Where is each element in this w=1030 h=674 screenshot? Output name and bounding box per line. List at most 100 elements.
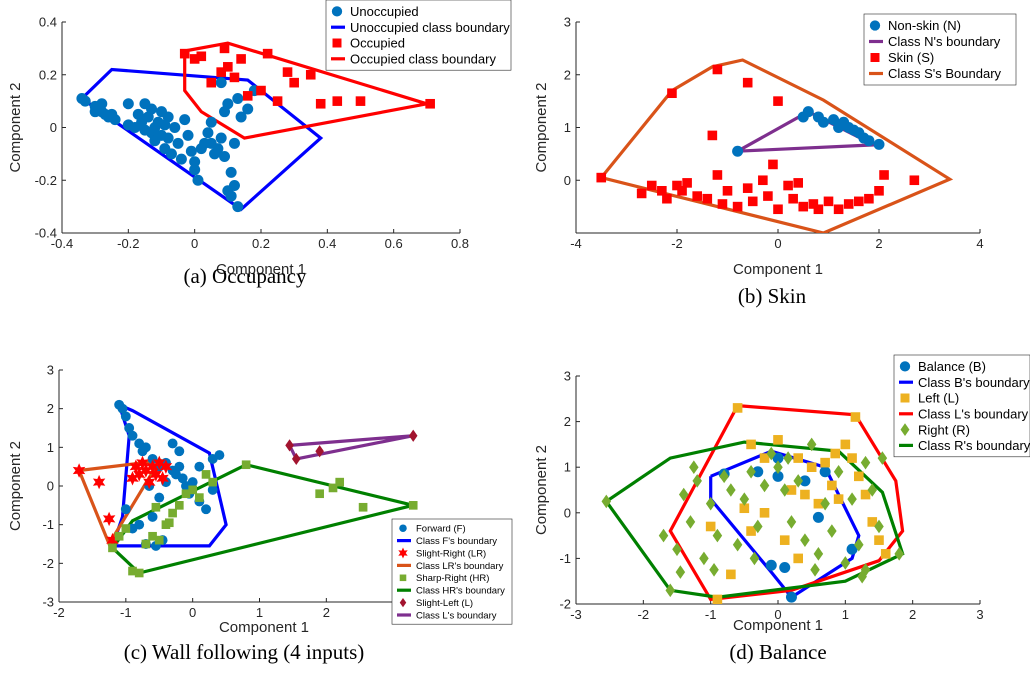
x-tick-label: 0	[774, 236, 781, 251]
data-point-skin-s	[833, 204, 844, 215]
data-point-left-l	[820, 457, 830, 468]
data-point-forward-f	[154, 492, 165, 503]
data-point-skin-s	[823, 196, 834, 207]
data-point-unoccupied	[122, 98, 134, 110]
data-point-slight-right-lr	[159, 459, 173, 474]
data-point-right-r	[857, 569, 867, 584]
data-point-right-r	[601, 494, 612, 509]
data-point-balance-b	[785, 591, 797, 603]
data-point-left-l	[854, 471, 864, 482]
data-point-left-l	[779, 535, 790, 545]
data-point-skin-s	[702, 193, 713, 204]
data-point-occupied	[332, 96, 343, 106]
data-point-unoccupied	[215, 77, 227, 89]
data-point-skin-s	[879, 170, 889, 180]
series-line-unoccupied-class-boundary	[80, 67, 324, 212]
data-point-skin-s	[747, 196, 758, 207]
data-point-unoccupied	[169, 122, 181, 133]
data-point-right-r	[820, 496, 830, 511]
y-tick-label: 1	[564, 460, 571, 475]
data-point-sharp-right-hr	[328, 483, 338, 493]
x-tick-label: 0	[191, 236, 198, 251]
data-point-right-r	[840, 556, 851, 570]
legend-label: Class R's boundary	[918, 438, 1030, 453]
data-point-unoccupied	[192, 174, 204, 186]
data-point-slight-right-lr	[92, 474, 106, 490]
x-tick-label: 0	[189, 605, 196, 620]
data-point-right-r	[877, 451, 888, 465]
legend-marker-skin-s	[870, 53, 880, 62]
data-point-skin-s	[909, 175, 920, 186]
data-point-sharp-right-hr	[188, 485, 197, 495]
data-point-slight-right-lr	[102, 511, 116, 527]
x-tick-label: -2	[638, 607, 650, 622]
data-point-slight-right-lr	[149, 467, 163, 482]
data-point-occupied	[272, 96, 283, 106]
data-point-forward-f	[147, 511, 158, 522]
data-point-unoccupied	[109, 114, 121, 126]
x-axis-label: Component 1	[733, 261, 823, 278]
legend-label: Balance (B)	[918, 359, 986, 374]
data-point-skin-s	[874, 186, 884, 196]
data-point-unoccupied	[205, 116, 217, 128]
data-point-sharp-right-hr	[174, 501, 184, 510]
data-point-skin-s	[657, 186, 667, 196]
data-point-non-skin-n	[828, 114, 840, 126]
data-point-left-l	[793, 453, 803, 463]
data-point-unoccupied	[202, 127, 214, 139]
x-tick-label: 1	[842, 607, 849, 622]
legend-marker-unoccupied	[331, 6, 343, 17]
data-point-occupied	[282, 67, 293, 77]
data-point-unoccupied	[215, 132, 227, 144]
data-point-sharp-right-hr	[134, 568, 144, 578]
data-point-skin-s	[788, 193, 798, 204]
legend-label: Slight-Left (L)	[416, 598, 473, 609]
data-point-left-l	[827, 480, 837, 491]
series-line-class-r-s-boundary	[605, 440, 905, 599]
x-axis-label: Component 1	[216, 261, 306, 278]
data-point-skin-s	[773, 96, 783, 106]
legend-marker-right-r	[900, 423, 910, 436]
data-point-right-r	[786, 515, 797, 529]
x-tick-label: -1	[120, 605, 132, 620]
data-point-skin-s	[864, 193, 874, 204]
data-point-unoccupied	[139, 98, 151, 110]
data-point-forward-f	[140, 442, 151, 453]
data-point-sharp-right-hr	[141, 539, 151, 549]
data-point-left-l	[746, 526, 756, 536]
data-point-left-l	[759, 508, 770, 518]
data-point-unoccupied	[222, 98, 234, 110]
plot-area	[601, 403, 905, 604]
data-point-left-l	[860, 489, 871, 500]
data-point-occupied	[425, 98, 435, 109]
data-point-skin-s	[742, 183, 753, 193]
data-point-forward-f	[167, 438, 178, 449]
data-point-skin-s	[646, 180, 657, 191]
data-point-left-l	[726, 569, 736, 580]
legend-box	[391, 518, 513, 625]
data-point-unoccupied	[232, 201, 244, 213]
x-tick-label: 1	[256, 605, 263, 620]
data-point-forward-f	[127, 430, 138, 441]
data-point-sharp-right-hr	[358, 502, 368, 512]
data-point-unoccupied	[179, 114, 191, 126]
data-point-forward-f	[201, 504, 211, 515]
x-tick-label: -0.2	[117, 236, 139, 251]
data-point-slight-right-lr	[133, 467, 146, 482]
data-point-left-l	[786, 485, 797, 495]
data-point-sharp-right-hr	[315, 489, 324, 499]
data-point-occupied	[219, 43, 230, 54]
x-axis-label: Component 1	[733, 617, 823, 634]
data-point-occupied	[315, 98, 326, 109]
data-point-right-r	[726, 483, 736, 497]
x-tick-label: 0.6	[385, 236, 403, 251]
y-tick-label: -2	[559, 597, 571, 612]
legend-marker-slight-right-lr	[398, 547, 408, 559]
data-point-left-l	[806, 462, 817, 472]
panel-skin: -4 -2 0 2 4 0 1 2 3 Component 1 Component 2 Non-ski…	[533, 13, 1017, 278]
data-point-right-r	[833, 464, 844, 479]
data-point-skin-s	[712, 64, 723, 75]
